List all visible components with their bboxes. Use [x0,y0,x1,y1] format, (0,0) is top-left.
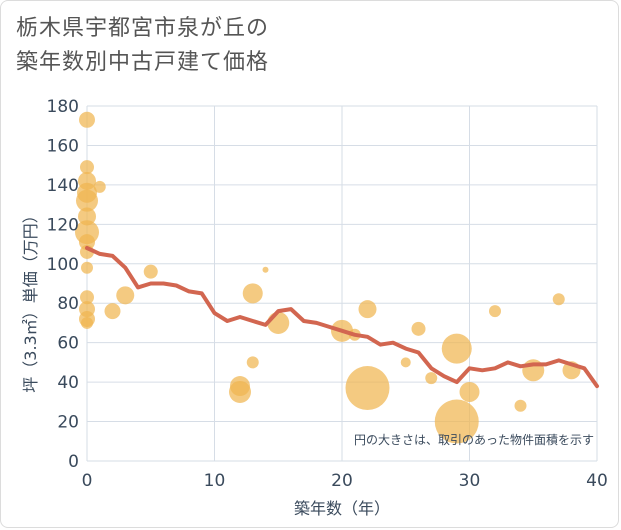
data-bubble [552,293,565,306]
y-tick-labels: 0 20 40 60 80 100 120 140 160 180 [47,97,79,472]
x-tick-label: 30 [459,471,481,491]
data-bubble [514,399,527,412]
data-bubble [76,189,98,212]
data-bubble [81,316,93,329]
data-bubble [79,234,95,251]
x-tick-label: 20 [331,471,353,491]
data-bubble [345,366,390,411]
y-tick-label: 40 [57,373,79,393]
data-bubble [242,283,263,304]
x-tick-labels: 0 10 20 30 40 [82,471,608,491]
title-line-1: 栃木県宇都宮市泉が丘の [16,16,270,41]
data-bubble [267,311,290,334]
x-tick-label: 40 [586,471,608,491]
data-bubble [78,207,96,226]
average-price-line [85,246,599,389]
data-bubble [81,261,93,274]
data-bubble [104,303,121,320]
data-bubble [93,180,106,193]
data-bubble [358,300,377,319]
data-bubble [79,111,95,128]
data-bubble [229,380,251,403]
chart-title: 栃木県宇都宮市泉が丘の 築年数別中古戸建て価格 [16,12,269,80]
data-bubble [411,321,426,336]
data-bubble [246,356,259,369]
size-annotation: 円の大きさは、取引のあった物件面積を示す [354,432,594,447]
x-tick-label: 0 [82,471,93,491]
data-bubble [80,160,94,175]
data-bubble [489,305,501,318]
y-tick-label: 80 [57,294,79,314]
data-bubble [459,381,480,402]
y-tick-label: 0 [68,452,79,472]
data-bubble [116,286,135,305]
data-bubble [80,290,94,305]
y-tick-label: 100 [47,255,79,275]
y-tick-label: 60 [57,334,79,354]
bubble-series [75,111,581,444]
data-bubble [425,372,438,385]
data-bubble [262,266,269,273]
x-tick-label: 10 [204,471,226,491]
data-bubble [143,264,158,279]
data-bubble [400,357,411,368]
y-tick-label: 140 [47,176,79,196]
y-tick-label: 20 [57,413,79,433]
y-tick-label: 180 [47,97,79,117]
data-bubble [441,333,472,364]
y-axis-label: 坪（3.3㎡）単価（万円） [21,207,40,392]
title-line-2: 築年数別中古戸建て価格 [16,50,270,75]
x-axis-label: 築年数（年） [294,499,390,518]
y-tick-label: 160 [47,136,79,156]
data-bubble [434,399,479,444]
grid-lines [86,105,598,462]
y-tick-label: 120 [47,215,79,235]
